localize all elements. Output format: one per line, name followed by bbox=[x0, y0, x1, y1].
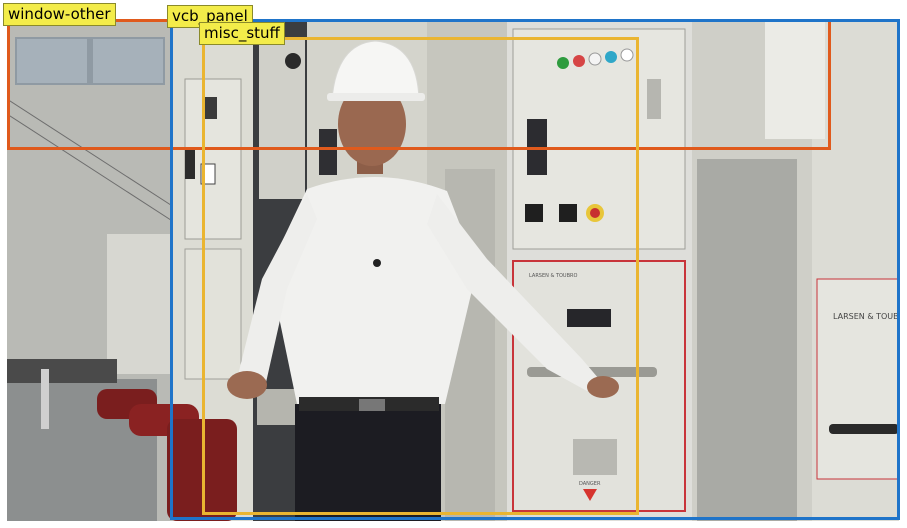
scene-photo: LARSEN & TOUBRO DANGER LARSEN & TOUBRO bbox=[7, 19, 899, 521]
annotation-label-misc-stuff: misc_stuff bbox=[199, 22, 285, 45]
panel-brand-text-right: LARSEN & TOUBRO bbox=[833, 312, 899, 321]
panel-brand-text: LARSEN & TOUBRO bbox=[529, 273, 577, 279]
person-engineer bbox=[227, 40, 619, 521]
warning-label-text: DANGER bbox=[579, 481, 601, 487]
annotation-label-window-other: window-other bbox=[3, 3, 116, 26]
switchgear-room-scene: LARSEN & TOUBRO DANGER LARSEN & TOUBRO bbox=[7, 19, 899, 521]
